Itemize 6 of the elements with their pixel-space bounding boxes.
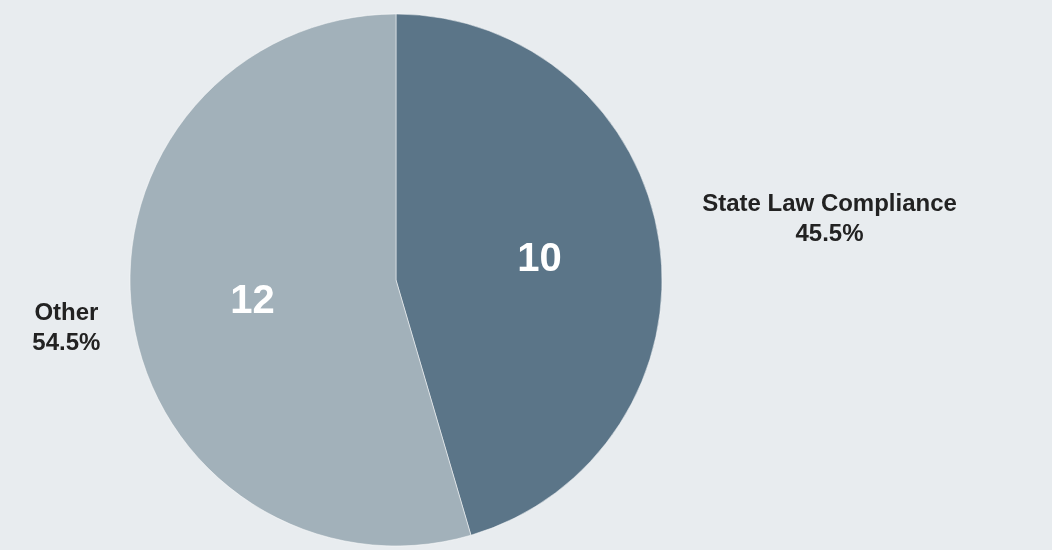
data-label: 12	[230, 276, 275, 321]
text: 45.5%	[795, 218, 864, 246]
data-label: 10	[517, 235, 562, 280]
slice-label: Other	[34, 298, 99, 326]
slice-label: State Law Compliance	[702, 188, 957, 216]
text: 54.5%	[32, 328, 101, 356]
